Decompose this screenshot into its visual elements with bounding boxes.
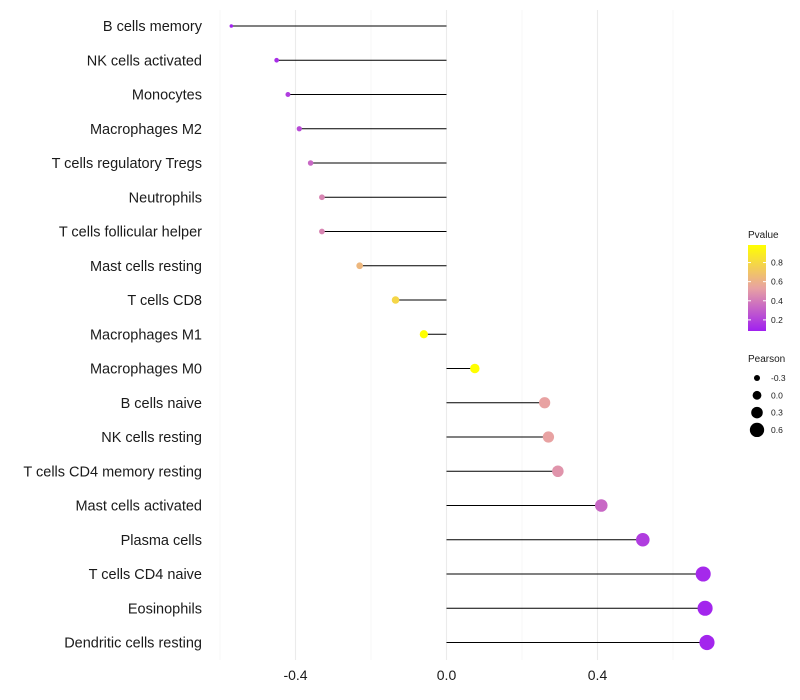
pvalue-colorbar — [748, 245, 766, 331]
lollipop-point — [419, 330, 428, 339]
lollipop-point — [285, 92, 291, 97]
lollipop-point — [319, 194, 325, 201]
lollipop-point — [391, 296, 400, 304]
y-axis-labels: B cells memory NK cells activated Monocyte… — [23, 19, 202, 652]
lollipop-point — [699, 634, 715, 651]
pearson-legend-dot — [751, 406, 763, 419]
pvalue-tick-label: 0.6 — [771, 277, 783, 287]
category-label: B cells memory — [103, 19, 203, 35]
point-layer — [229, 24, 715, 651]
lollipop-point — [296, 126, 302, 132]
pvalue-tick-label: 0.2 — [771, 315, 783, 325]
x-tick-label: 0.0 — [437, 667, 457, 683]
grid-layer — [219, 10, 674, 660]
pvalue-legend: Pvalue 0.8 0.6 0.4 0.2 — [748, 230, 783, 331]
category-label: Eosinophils — [128, 601, 202, 617]
category-label: Macrophages M2 — [90, 122, 202, 138]
lollipop-point — [695, 566, 711, 582]
category-label: Dendritic cells resting — [64, 636, 202, 652]
category-label: NK cells activated — [87, 53, 202, 69]
pvalue-legend-title: Pvalue — [748, 230, 779, 241]
lollipop-point — [356, 262, 364, 270]
pearson-legend-label: 0.3 — [771, 408, 783, 418]
pearson-legend: Pearson -0.3 0.0 0.3 0.6 — [748, 354, 786, 438]
lollipop-point — [594, 499, 608, 512]
pearson-legend-dot — [749, 422, 765, 438]
category-label: Macrophages M1 — [90, 327, 202, 343]
category-label: T cells follicular helper — [59, 225, 202, 241]
stem-layer — [231, 25, 707, 643]
category-label: T cells CD4 memory resting — [23, 464, 202, 480]
lollipop-point — [697, 600, 713, 616]
pearson-legend-dot — [752, 390, 762, 400]
pearson-legend-label: 0.0 — [771, 390, 783, 400]
lollipop-point — [542, 431, 555, 443]
pvalue-tick-label: 0.4 — [771, 296, 783, 306]
category-label: Plasma cells — [121, 533, 202, 549]
pearson-legend-title: Pearson — [748, 354, 785, 365]
category-label: B cells naive — [121, 396, 202, 412]
pearson-legend-items: -0.3 0.0 0.3 0.6 — [749, 373, 786, 438]
lollipop-point — [552, 465, 564, 478]
category-label: T cells regulatory Tregs — [52, 156, 202, 172]
lollipop-point — [274, 57, 279, 63]
pearson-legend-label: 0.6 — [771, 425, 783, 435]
category-label: T cells CD8 — [127, 293, 202, 309]
category-label: Macrophages M0 — [90, 362, 202, 378]
pearson-legend-dot — [753, 374, 761, 382]
lollipop-point — [319, 228, 325, 235]
lollipop-point — [470, 363, 480, 374]
category-label: T cells CD4 naive — [89, 567, 202, 583]
category-label: Neutrophils — [129, 190, 202, 206]
pvalue-legend-ticks: 0.8 0.6 0.4 0.2 — [748, 258, 783, 325]
pearson-legend-label: -0.3 — [771, 373, 786, 383]
x-tick-label: 0.4 — [588, 667, 608, 683]
category-label: NK cells resting — [101, 430, 202, 446]
lollipop-point — [229, 24, 234, 28]
lollipop-point — [539, 397, 551, 409]
lollipop-point — [307, 160, 314, 166]
pvalue-tick-label: 0.8 — [771, 258, 783, 268]
x-axis-labels: -0.4 0.0 0.4 — [283, 667, 607, 683]
category-label: Monocytes — [132, 88, 202, 104]
x-tick-label: -0.4 — [283, 667, 307, 683]
category-label: Mast cells resting — [90, 259, 202, 275]
category-label: Mast cells activated — [75, 499, 202, 515]
lollipop-point — [636, 532, 650, 547]
